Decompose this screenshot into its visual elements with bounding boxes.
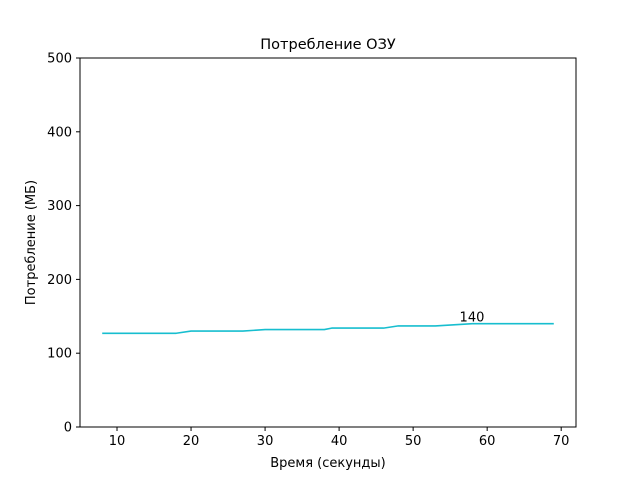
x-axis-label: Время (секунды) — [270, 456, 386, 471]
chart-title: Потребление ОЗУ — [260, 37, 396, 53]
plot-frame — [79, 57, 577, 428]
y-tick-label: 100 — [47, 347, 72, 362]
x-tick-label: 40 — [331, 434, 348, 449]
y-tick-label: 300 — [47, 199, 72, 214]
y-tick-label: 400 — [47, 125, 72, 140]
x-tick-label: 60 — [479, 434, 496, 449]
x-tick-label: 30 — [257, 434, 274, 449]
x-tick-label: 70 — [553, 434, 570, 449]
data-label: 140 — [460, 311, 485, 326]
x-tick-label: 50 — [405, 434, 422, 449]
y-tick-label: 500 — [47, 52, 72, 67]
y-tick-label: 0 — [64, 421, 72, 436]
x-tick-label: 10 — [109, 434, 126, 449]
y-tick-label: 200 — [47, 273, 72, 288]
series-line — [102, 322, 554, 335]
x-axis: 10 20 30 40 50 60 70 — [109, 427, 570, 449]
y-axis: 0 100 200 300 400 500 — [47, 52, 80, 436]
x-tick-label: 20 — [183, 434, 200, 449]
y-axis-label: Потребление (МБ) — [24, 180, 39, 305]
